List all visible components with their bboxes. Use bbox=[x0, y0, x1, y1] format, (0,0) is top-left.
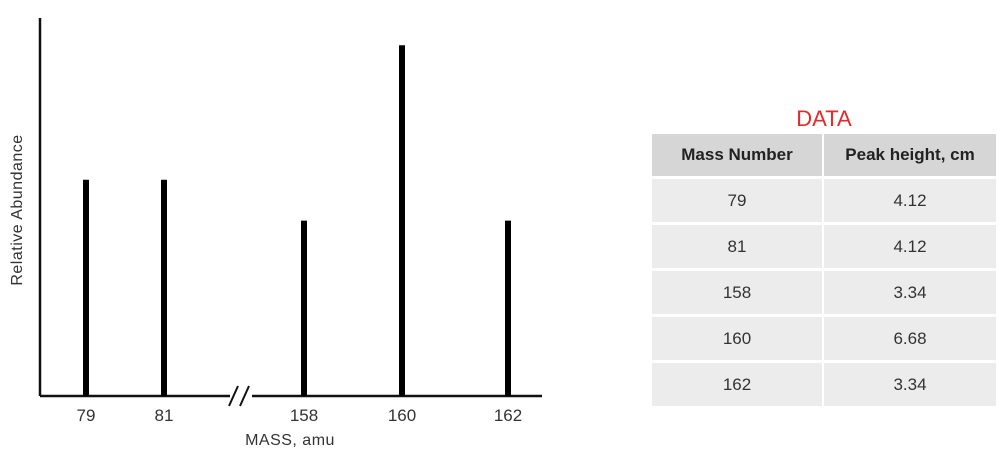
x-tick-label-158: 158 bbox=[290, 406, 318, 425]
cell-peak-height: 6.68 bbox=[824, 317, 996, 363]
x-axis-label: MASS, amu bbox=[245, 432, 335, 449]
table-row: 158 3.34 bbox=[652, 271, 996, 317]
cell-mass-number: 158 bbox=[652, 271, 824, 317]
data-table-panel: DATA Mass Number Peak height, cm 79 4.12… bbox=[652, 104, 996, 409]
y-axis-label: Relative Abundance bbox=[9, 134, 26, 285]
mass-spectrum-chart: 79 81 158 160 162 MASS, amu Relative Abundan… bbox=[9, 18, 542, 449]
column-header-peak-height: Peak height, cm bbox=[824, 134, 996, 179]
table-row: 162 3.34 bbox=[652, 363, 996, 409]
cell-mass-number: 162 bbox=[652, 363, 824, 409]
cell-mass-number: 79 bbox=[652, 179, 824, 225]
x-tick-label-79: 79 bbox=[77, 406, 96, 425]
x-tick-label-160: 160 bbox=[388, 406, 416, 425]
cell-peak-height: 4.12 bbox=[824, 225, 996, 271]
data-table: Mass Number Peak height, cm 79 4.12 81 4… bbox=[652, 134, 996, 409]
cell-peak-height: 3.34 bbox=[824, 363, 996, 409]
cell-mass-number: 81 bbox=[652, 225, 824, 271]
column-header-mass-number: Mass Number bbox=[652, 134, 824, 179]
table-row: 81 4.12 bbox=[652, 225, 996, 271]
x-tick-label-162: 162 bbox=[494, 406, 522, 425]
cell-peak-height: 4.12 bbox=[824, 179, 996, 225]
cell-mass-number: 160 bbox=[652, 317, 824, 363]
table-title: DATA bbox=[796, 106, 852, 131]
table-row: 79 4.12 bbox=[652, 179, 996, 225]
table-header-row: Mass Number Peak height, cm bbox=[652, 134, 996, 179]
cell-peak-height: 3.34 bbox=[824, 271, 996, 317]
axis-break bbox=[228, 385, 250, 407]
table-row: 160 6.68 bbox=[652, 317, 996, 363]
x-tick-label-81: 81 bbox=[155, 406, 174, 425]
